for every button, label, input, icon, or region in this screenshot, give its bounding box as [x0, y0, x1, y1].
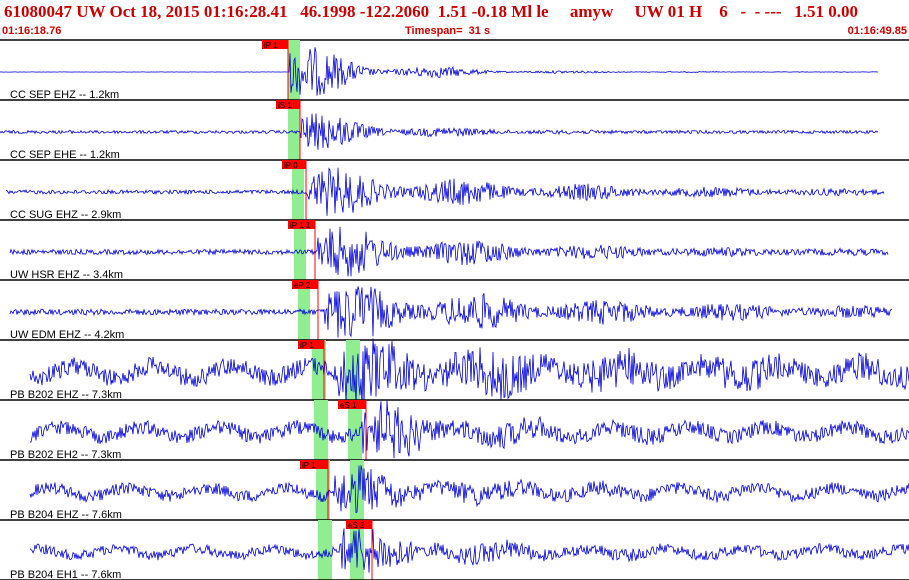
trace-panel[interactable]: eS 2 PB B204 EH1 -- 7.6km: [0, 520, 909, 580]
timespan-label: Timespan= 31 s: [405, 25, 491, 37]
pick-flag[interactable]: [288, 220, 315, 229]
trace-panel[interactable]: iP 1 PB B202 EHZ -- 7.3km: [0, 338, 909, 408]
pick-label: iP 1: [300, 341, 314, 350]
pick-window: [288, 100, 300, 160]
waveform: [9, 286, 893, 338]
station-label: PB B204 EHZ -- 7.6km: [10, 509, 122, 521]
event-header: 61080047 UW Oct 18, 2015 01:16:28.41 46.…: [0, 0, 909, 40]
station-label: UW HSR EHZ -- 3.4km: [10, 269, 123, 281]
trace-panel[interactable]: iP 1 PB B204 EHZ -- 7.6km: [0, 460, 909, 521]
trace-panel[interactable]: iS 1 CC SEP EHE -- 1.2km: [0, 100, 909, 161]
pick-flag[interactable]: [262, 40, 288, 49]
pick-label: iP 1: [264, 41, 278, 50]
pick-window: [348, 400, 362, 460]
event-title-bar: 61080047 UW Oct 18, 2015 01:16:28.41 46.…: [0, 0, 909, 26]
pick-flag[interactable]: [300, 460, 328, 469]
pick-flag[interactable]: [298, 340, 324, 349]
station-label: PB B204 EH1 -- 7.6km: [10, 569, 121, 580]
pick-label: iS 1: [278, 101, 292, 110]
waveform: [0, 47, 878, 96]
station-label: PB B202 EH2 -- 7.3km: [10, 449, 121, 461]
station-label: CC SEP EHE -- 1.2km: [10, 149, 120, 161]
waveform: [9, 226, 889, 277]
end-time: 01:16:49.85: [847, 25, 907, 37]
station-label: CC SEP EHZ -- 1.2km: [10, 89, 119, 101]
pick-label: iP 1 1: [290, 221, 311, 230]
pick-window: [318, 520, 332, 580]
event-title: 61080047 UW Oct 18, 2015 01:16:28.41 46.…: [4, 2, 859, 21]
time-row: 01:16:18.76 Timespan= 31 s 01:16:49.85: [0, 25, 909, 39]
waveform: [0, 113, 879, 150]
trace-panel[interactable]: iP 1 1 UW HSR EHZ -- 3.4km: [0, 220, 909, 281]
pick-flag[interactable]: [346, 520, 372, 529]
trace-panel[interactable]: eP 2 UW EDM EHZ -- 4.2km: [0, 280, 909, 341]
pick-flag[interactable]: [276, 100, 300, 109]
station-label: CC SUG EHZ -- 2.9km: [10, 209, 121, 221]
pick-window: [316, 460, 330, 520]
pick-label: eS 1: [340, 401, 357, 410]
pick-label: eP 2: [294, 281, 311, 290]
trace-panel[interactable]: iP 1 CC SEP EHZ -- 1.2km: [0, 40, 909, 101]
waveform: [29, 528, 909, 573]
pick-window: [292, 160, 304, 220]
trace-panel[interactable]: eS 1 PB B202 EH2 -- 7.3km: [0, 400, 909, 461]
pick-flag[interactable]: [338, 400, 366, 409]
waveform: [29, 400, 909, 459]
pick-label: iP 1: [302, 461, 316, 470]
pick-flag[interactable]: [282, 160, 306, 169]
trace-panel[interactable]: iP 0 CC SUG EHZ -- 2.9km: [0, 160, 909, 221]
pick-label: iP 0: [284, 161, 298, 170]
waveform: [5, 167, 885, 216]
station-label: UW EDM EHZ -- 4.2km: [10, 329, 124, 341]
pick-label: eS 2: [348, 521, 365, 530]
start-time: 01:16:18.76: [2, 25, 62, 37]
station-label: PB B202 EHZ -- 7.3km: [10, 389, 122, 401]
pick-flag[interactable]: [292, 280, 318, 289]
waveform: [29, 465, 909, 514]
waveform: [29, 338, 909, 408]
pick-window: [312, 340, 326, 400]
